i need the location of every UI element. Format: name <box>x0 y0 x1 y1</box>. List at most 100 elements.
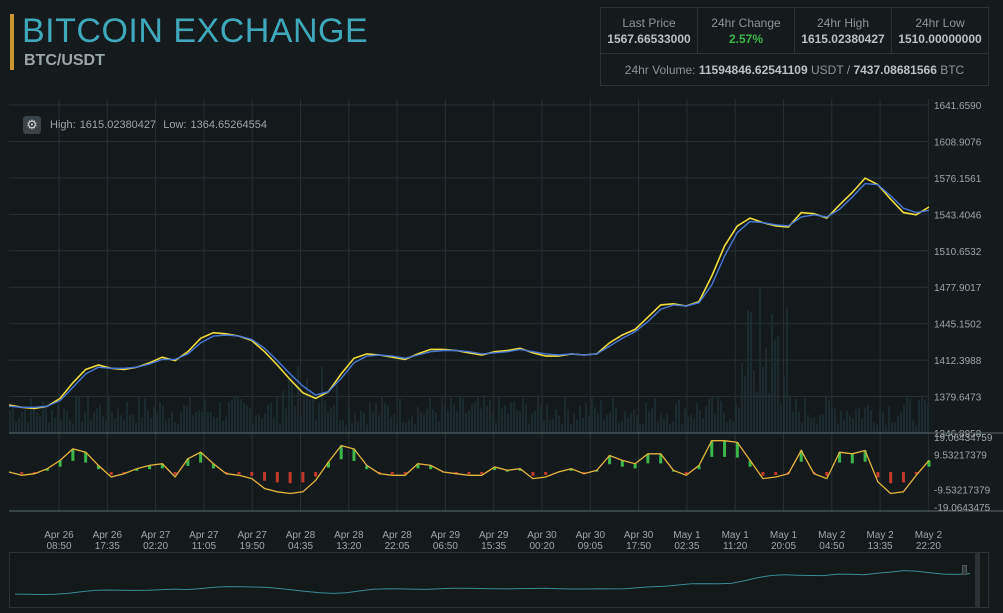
volume-bar <box>159 402 161 433</box>
indicator-histogram-bar <box>927 460 931 467</box>
volume-bar <box>378 414 380 433</box>
volume-bar <box>891 422 893 433</box>
volume-bar <box>780 403 782 433</box>
chart-low-value: 1364.65264554 <box>190 119 267 131</box>
volume-bar <box>405 422 407 433</box>
indicator-histogram-bar <box>275 472 279 483</box>
volume-bar <box>360 410 362 433</box>
volume-bar <box>333 405 335 433</box>
volume-bar <box>831 406 833 433</box>
volume-bar <box>591 397 593 433</box>
volume-bar <box>108 395 110 433</box>
volume-bar <box>723 412 725 433</box>
volume-bar <box>216 417 218 433</box>
volume-bar <box>54 417 56 433</box>
volume-bar <box>618 422 620 433</box>
volume-bar <box>486 405 488 433</box>
volume-bar <box>630 412 632 433</box>
time-tick-label: 15:35 <box>481 541 506 550</box>
volume-bar <box>588 415 590 433</box>
low-cell: 24hr Low 1510.00000000 <box>892 8 988 53</box>
indicator-histogram-bar <box>569 468 573 471</box>
change-cell: 24hr Change 2.57% <box>698 8 795 53</box>
volume-bar <box>576 419 578 433</box>
volume-bar <box>423 413 425 433</box>
indicator-histogram-bar <box>84 452 88 463</box>
indicator-histogram-bar <box>365 465 369 470</box>
volume-bar <box>114 418 116 433</box>
volume-bar <box>120 415 122 433</box>
volume-bar <box>45 405 47 433</box>
indicator-histogram-bar <box>684 472 688 475</box>
indicator-histogram-bar <box>505 470 509 472</box>
volume-bar <box>189 396 191 433</box>
indicator-histogram-bar <box>723 440 727 457</box>
volume-bar <box>303 392 305 433</box>
volume-bar <box>738 407 740 433</box>
volume-bar <box>672 421 674 433</box>
volume-bar <box>819 414 821 433</box>
time-tick-label: 09:05 <box>578 541 603 550</box>
indicator-histogram-bar <box>646 453 650 464</box>
price-tick-label: 1477.9017 <box>934 283 982 294</box>
low-value: 1510.00000000 <box>898 32 982 46</box>
indicator-histogram-bar <box>914 472 918 475</box>
indicator-histogram-bar <box>339 445 343 460</box>
volume-bar <box>474 401 476 433</box>
date-tick-label: Apr 26 <box>44 530 74 541</box>
volume-bar <box>843 420 845 433</box>
indicator-tick-label: 9.53217379 <box>934 451 987 462</box>
pair-label: BTC/USDT <box>24 52 105 69</box>
volume-bar <box>468 410 470 433</box>
high-value: 1615.02380427 <box>801 32 885 46</box>
navigator-right-handle[interactable] <box>975 552 980 608</box>
volume-bar <box>582 418 584 433</box>
gear-icon[interactable]: ⚙ <box>23 116 41 134</box>
volume-bar <box>642 423 644 433</box>
volume-bar <box>90 419 92 433</box>
volume-bar <box>849 415 851 433</box>
volume-bar <box>168 418 170 433</box>
volume-bar <box>825 395 827 433</box>
price-chart[interactable]: 1641.6590 1608.9076 1576.1561 1543.4046 1510… <box>9 99 1003 550</box>
volume-bar <box>471 403 473 433</box>
volume-btc: 7437.08681566 <box>853 63 937 77</box>
price-tick-label: 1576.1561 <box>934 174 982 185</box>
volume-bar <box>801 422 803 433</box>
indicator-histogram-bar <box>378 472 382 474</box>
volume-bar <box>654 397 656 433</box>
volume-bar <box>720 400 722 433</box>
volume-bar <box>141 417 143 433</box>
volume-bar <box>669 424 671 433</box>
volume-bar <box>18 417 20 433</box>
volume-bar <box>570 423 572 433</box>
date-tick-label: Apr 27 <box>189 530 219 541</box>
indicator-histogram-bar <box>889 472 893 484</box>
chart-canvas[interactable]: 1641.6590 1608.9076 1576.1561 1543.4046 1510… <box>9 99 1003 550</box>
volume-bar <box>627 417 629 433</box>
volume-bar <box>888 406 890 433</box>
volume-bar <box>774 339 776 433</box>
volume-bar <box>75 396 77 433</box>
volume-bar <box>102 416 104 433</box>
volume-usdt-unit: USDT / <box>810 63 851 77</box>
volume-bar <box>57 404 59 433</box>
volume-bar <box>765 348 767 433</box>
volume-bar <box>519 411 521 433</box>
date-tick-label: Apr 28 <box>286 530 316 541</box>
volume-bar <box>324 400 326 433</box>
volume-bar <box>165 420 167 433</box>
indicator-histogram-bar <box>250 472 254 476</box>
volume-bar <box>504 405 506 433</box>
navigator-left-handle[interactable] <box>962 565 967 575</box>
volume-label: 24hr Volume: <box>624 63 696 77</box>
volume-bar <box>516 409 518 433</box>
volume-bar <box>246 405 248 433</box>
range-navigator[interactable] <box>9 552 989 608</box>
volume-bar <box>861 418 863 433</box>
date-tick-label: May 1 <box>722 530 750 541</box>
indicator-histogram-bar <box>403 472 407 475</box>
volume-bar <box>741 362 743 433</box>
volume-bar <box>342 420 344 433</box>
volume-bar <box>660 412 662 433</box>
